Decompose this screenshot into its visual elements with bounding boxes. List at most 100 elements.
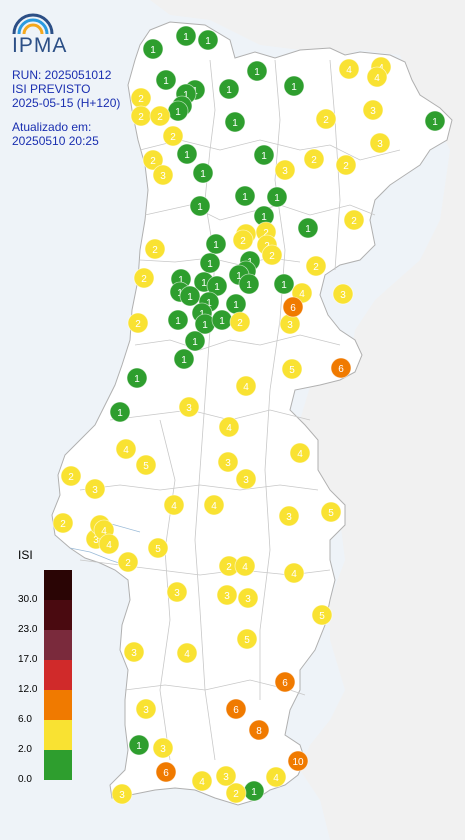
isi-marker[interactable]: 4 (338, 58, 360, 80)
isi-marker[interactable]: 1 (238, 273, 260, 295)
isi-marker[interactable]: 1 (184, 330, 206, 352)
isi-marker[interactable]: 5 (236, 628, 258, 650)
isi-marker[interactable]: 2 (142, 149, 164, 171)
isi-marker[interactable]: 4 (265, 766, 287, 788)
isi-marker[interactable]: 1 (173, 348, 195, 370)
isi-marker[interactable]: 3 (274, 159, 296, 181)
isi-marker[interactable]: 3 (369, 132, 391, 154)
isi-marker[interactable]: 2 (303, 148, 325, 170)
isi-marker[interactable]: 4 (115, 438, 137, 460)
isi-marker[interactable]: 1 (218, 78, 240, 100)
isi-marker[interactable]: 1 (234, 185, 256, 207)
isi-marker[interactable]: 2 (149, 105, 171, 127)
isi-marker[interactable]: 3 (152, 737, 174, 759)
isi-marker[interactable]: 1 (175, 25, 197, 47)
isi-marker[interactable]: 2 (133, 267, 155, 289)
isi-marker[interactable]: 2 (315, 108, 337, 130)
isi-marker[interactable]: 2 (144, 238, 166, 260)
isi-marker[interactable]: 2 (130, 105, 152, 127)
isi-marker[interactable]: 3 (111, 783, 133, 805)
isi-marker[interactable]: 8 (248, 719, 270, 741)
isi-marker[interactable]: 3 (237, 587, 259, 609)
isi-marker[interactable]: 6 (225, 698, 247, 720)
isi-marker[interactable]: 1 (179, 285, 201, 307)
isi-marker[interactable]: 1 (128, 734, 150, 756)
isi-marker[interactable]: 1 (142, 38, 164, 60)
isi-marker[interactable]: 1 (205, 233, 227, 255)
isi-marker[interactable]: 5 (311, 604, 333, 626)
isi-marker[interactable]: 4 (235, 375, 257, 397)
isi-marker[interactable]: 2 (335, 154, 357, 176)
isi-marker[interactable]: 5 (135, 454, 157, 476)
isi-marker[interactable]: 2 (52, 512, 74, 534)
isi-marker[interactable]: 3 (123, 641, 145, 663)
isi-marker[interactable]: 1 (211, 309, 233, 331)
isi-marker[interactable]: 2 (130, 87, 152, 109)
isi-marker[interactable]: 3 (152, 164, 174, 186)
isi-marker[interactable]: 1 (273, 273, 295, 295)
isi-marker[interactable]: 2 (162, 125, 184, 147)
isi-marker[interactable]: 5 (281, 358, 303, 380)
isi-marker[interactable]: 1 (197, 29, 219, 51)
isi-marker[interactable]: 6 (330, 357, 352, 379)
isi-marker[interactable]: 3 (279, 313, 301, 335)
isi-marker[interactable]: 4 (176, 642, 198, 664)
isi-marker[interactable]: 3 (332, 283, 354, 305)
isi-marker[interactable]: 1 (167, 100, 189, 122)
isi-marker[interactable]: 2 (225, 782, 247, 804)
isi-marker[interactable]: 1 (189, 195, 211, 217)
isi-marker[interactable]: 1 (192, 162, 214, 184)
isi-marker[interactable]: 4 (234, 555, 256, 577)
isi-marker[interactable]: 4 (203, 494, 225, 516)
isi-marker[interactable]: 4 (366, 66, 388, 88)
isi-marker[interactable]: 3 (217, 451, 239, 473)
isi-marker[interactable]: 1 (243, 780, 265, 802)
isi-marker[interactable]: 1 (225, 293, 247, 315)
isi-marker[interactable]: 3 (215, 765, 237, 787)
isi-marker[interactable]: 1 (246, 60, 268, 82)
isi-marker[interactable]: 4 (289, 442, 311, 464)
isi-marker[interactable]: 3 (362, 99, 384, 121)
isi-marker[interactable]: 1 (109, 401, 131, 423)
isi-marker[interactable]: 4 (283, 562, 305, 584)
isi-marker[interactable]: 1 (126, 367, 148, 389)
isi-marker[interactable]: 2 (261, 244, 283, 266)
isi-marker[interactable]: 2 (117, 551, 139, 573)
isi-marker[interactable]: 6 (282, 296, 304, 318)
isi-marker[interactable]: 1 (297, 217, 319, 239)
isi-marker[interactable]: 5 (147, 537, 169, 559)
isi-marker[interactable]: 1 (266, 186, 288, 208)
isi-marker[interactable]: 3 (84, 478, 106, 500)
isi-marker[interactable]: 4 (98, 533, 120, 555)
isi-marker[interactable]: 1 (167, 309, 189, 331)
isi-marker[interactable]: 5 (320, 501, 342, 523)
isi-marker[interactable]: 3 (278, 505, 300, 527)
isi-marker[interactable]: 2 (218, 555, 240, 577)
isi-marker[interactable]: 1 (283, 75, 305, 97)
isi-marker[interactable]: 2 (232, 229, 254, 251)
isi-marker[interactable]: 2 (229, 311, 251, 333)
isi-marker[interactable]: 3 (216, 584, 238, 606)
isi-marker[interactable]: 10 (287, 750, 309, 772)
isi-marker[interactable]: 1 (176, 143, 198, 165)
isi-marker[interactable]: 2 (343, 209, 365, 231)
isi-marker[interactable]: 6 (274, 671, 296, 693)
isi-marker[interactable]: 1 (155, 69, 177, 91)
isi-marker[interactable]: 3 (235, 468, 257, 490)
isi-marker[interactable]: 4 (191, 770, 213, 792)
isi-marker[interactable]: 3 (135, 698, 157, 720)
isi-marker[interactable]: 1 (253, 144, 275, 166)
isi-marker[interactable]: 3 (178, 396, 200, 418)
isi-marker[interactable]: 3 (166, 581, 188, 603)
isi-marker[interactable]: 2 (127, 312, 149, 334)
isi-marker[interactable]: 2 (305, 255, 327, 277)
isi-marker[interactable]: 4 (163, 494, 185, 516)
isi-marker[interactable]: 1 (194, 313, 216, 335)
isi-marker[interactable]: 1 (224, 111, 246, 133)
isi-marker[interactable]: 1 (424, 110, 446, 132)
isi-marker[interactable]: 1 (199, 252, 221, 274)
isi-marker[interactable]: 2 (60, 465, 82, 487)
isi-marker[interactable]: 6 (155, 761, 177, 783)
isi-marker[interactable]: 4 (218, 416, 240, 438)
